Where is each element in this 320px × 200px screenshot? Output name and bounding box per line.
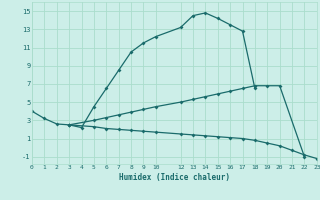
X-axis label: Humidex (Indice chaleur): Humidex (Indice chaleur) — [119, 173, 230, 182]
